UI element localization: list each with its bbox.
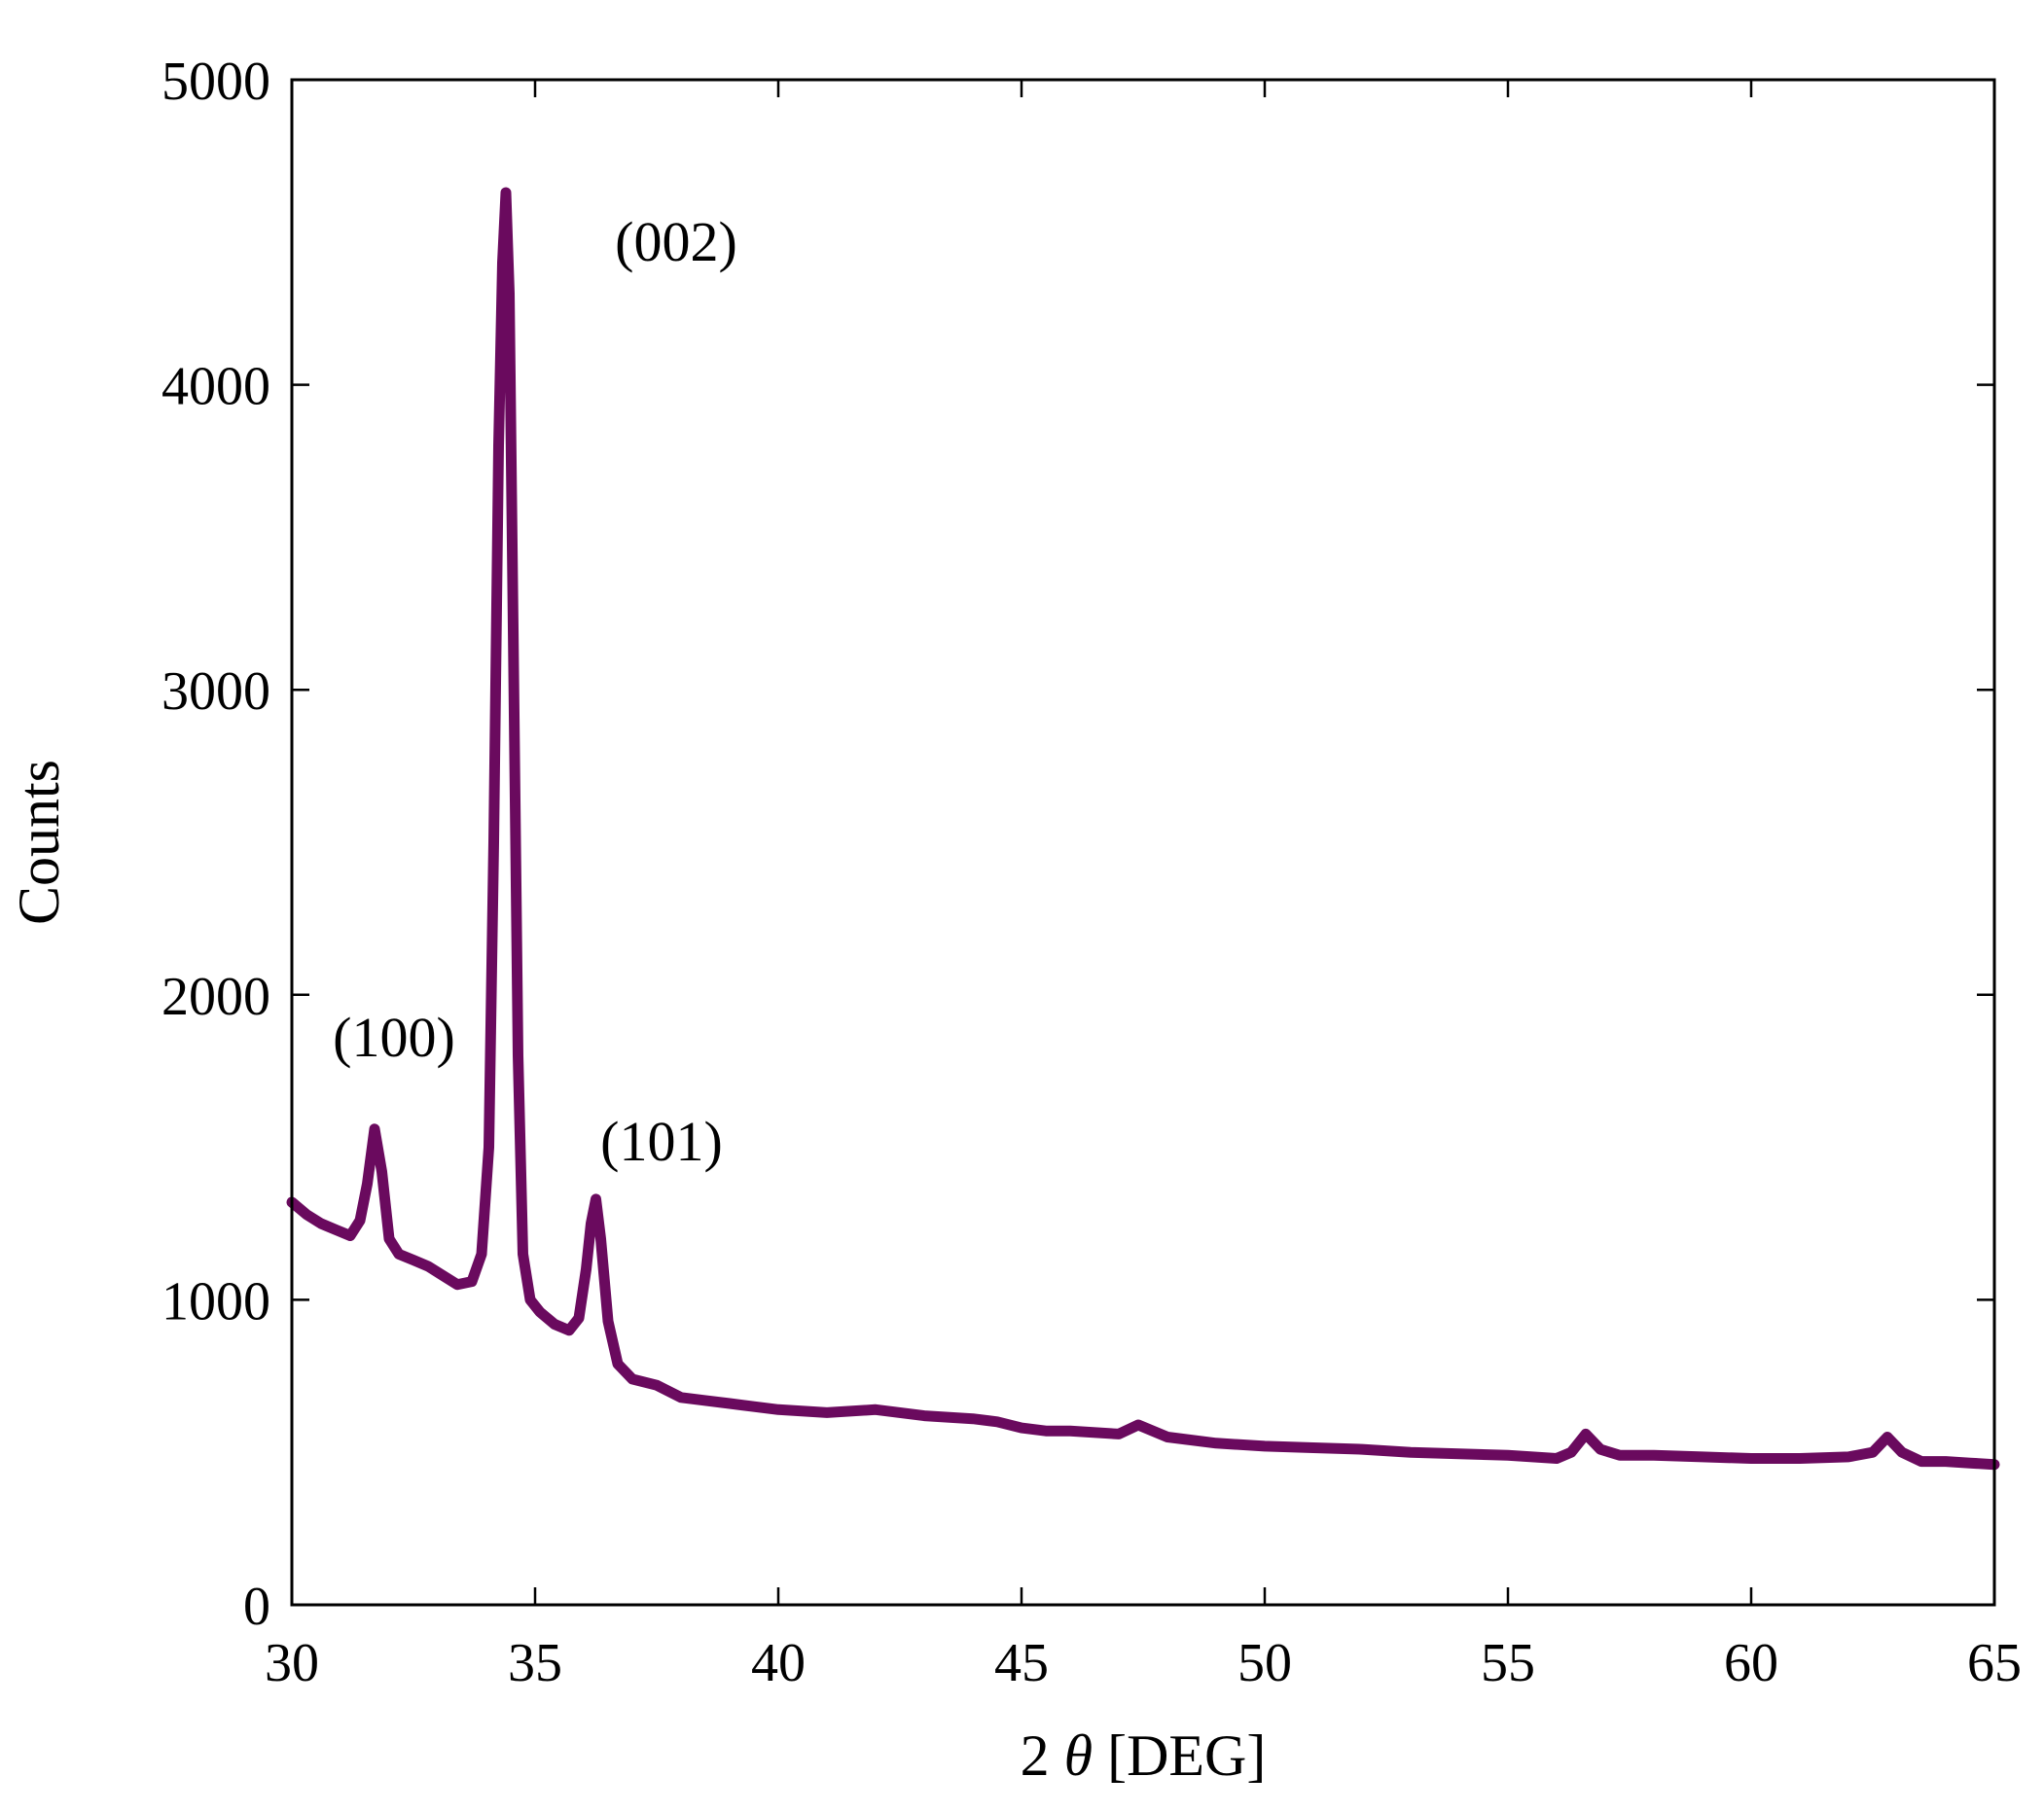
y-axis-title: Counts bbox=[7, 760, 71, 925]
peak-label: (101) bbox=[600, 1110, 723, 1173]
annotation-layer: (100) (002) (101) bbox=[333, 210, 737, 1173]
y-tick-label: 2000 bbox=[161, 967, 270, 1027]
y-tick-label: 1000 bbox=[161, 1271, 270, 1332]
peak-label: (002) bbox=[615, 210, 737, 273]
x-tick-label: 50 bbox=[1237, 1633, 1292, 1693]
x-tick-label: 45 bbox=[994, 1633, 1049, 1693]
x-axis-title-prefix: 2 bbox=[1021, 1723, 1064, 1788]
x-axis-title: 2 θ [DEG] bbox=[1021, 1723, 1267, 1788]
x-tick-label: 40 bbox=[751, 1633, 806, 1693]
y-tick-label: 3000 bbox=[161, 661, 270, 722]
y-tick-label: 5000 bbox=[161, 52, 270, 112]
x-tick-label: 65 bbox=[1967, 1633, 2022, 1693]
x-axis-title-symbol: θ bbox=[1064, 1723, 1093, 1788]
peak-label: (100) bbox=[333, 1006, 455, 1069]
plot-frame bbox=[290, 78, 1996, 1607]
x-axis-title-suffix: [DEG] bbox=[1093, 1723, 1266, 1788]
series-line bbox=[286, 187, 2000, 1471]
x-tick-label: 55 bbox=[1481, 1633, 1535, 1693]
tick-layer: 30 35 40 45 50 55 60 65 0 1000 2000 3000 4000 5000 bbox=[161, 52, 2022, 1693]
x-tick-label: 30 bbox=[265, 1633, 319, 1693]
x-tick-label: 35 bbox=[508, 1633, 562, 1693]
y-tick-label: 4000 bbox=[161, 357, 270, 417]
series-layer bbox=[286, 187, 2000, 1471]
x-tick-label: 60 bbox=[1724, 1633, 1778, 1693]
y-tick-label: 0 bbox=[243, 1577, 270, 1637]
